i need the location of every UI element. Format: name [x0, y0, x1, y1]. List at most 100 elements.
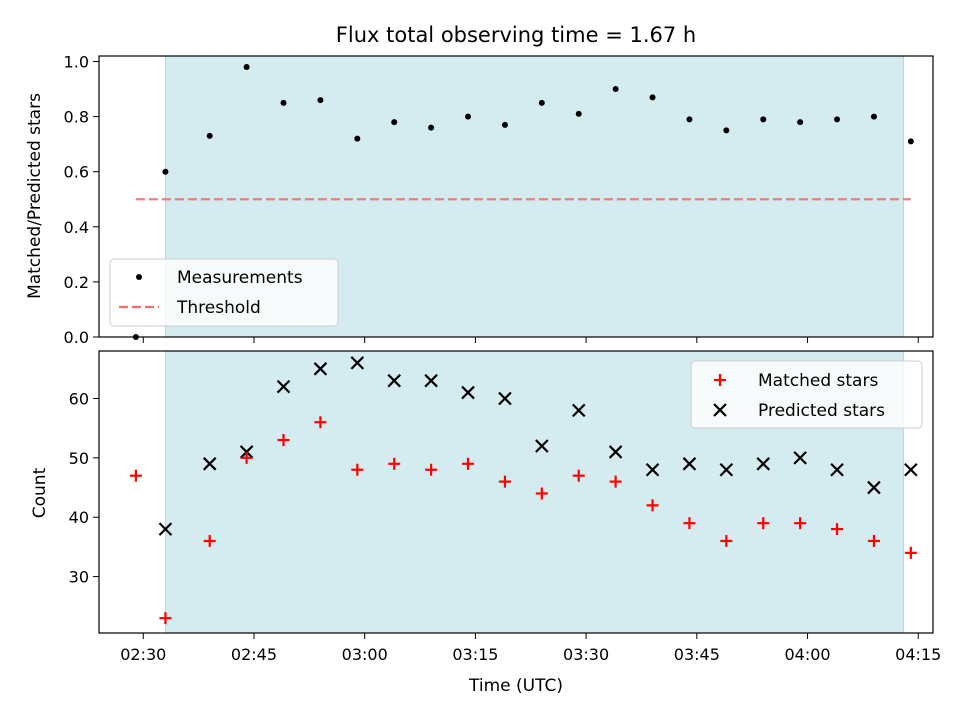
- matched-stars-marker: [831, 523, 844, 536]
- y-tick-label: 0.2: [64, 273, 89, 292]
- cross-stroke-b: [793, 451, 807, 465]
- y-tick-label: 40: [69, 508, 89, 527]
- measurement-point: [907, 138, 914, 145]
- cross-stroke-b: [158, 522, 173, 536]
- legend-measurement-swatch: [136, 274, 142, 280]
- predicted-stars-marker: [313, 362, 328, 376]
- x-tick-label: 04:15: [895, 645, 941, 664]
- measurement-point: [391, 119, 398, 126]
- y-tick-label: 30: [69, 568, 89, 587]
- cross-stroke-b: [830, 462, 844, 477]
- matched-stars-marker: [609, 475, 622, 488]
- cross-stroke-b: [867, 480, 881, 495]
- measurement-point: [834, 116, 841, 123]
- matched-stars-marker: [683, 517, 696, 530]
- cross-stroke-b: [350, 356, 365, 370]
- y-tick-label: 0.4: [64, 218, 89, 237]
- bottom-y-axis-label: Count: [30, 467, 50, 518]
- predicted-stars-marker: [904, 462, 918, 477]
- predicted-stars-marker: [645, 462, 660, 477]
- predicted-stars-marker: [158, 522, 173, 536]
- y-tick-label: 0.0: [64, 328, 89, 347]
- matched-stars-marker: [351, 463, 364, 476]
- x-tick-label: 03:00: [342, 645, 388, 664]
- predicted-stars-marker: [830, 462, 844, 477]
- measurement-point: [870, 113, 877, 120]
- matched-stars-marker: [314, 416, 327, 429]
- matched-stars-marker: [498, 475, 511, 488]
- plot-frame-0: [98, 55, 934, 338]
- cross-stroke-b: [498, 391, 512, 406]
- matched-stars-marker: [720, 534, 733, 547]
- cross-stroke-b: [535, 439, 549, 453]
- predicted-stars-marker: [682, 457, 697, 471]
- cross-stroke-b: [387, 373, 401, 388]
- predicted-stars-marker: [756, 457, 771, 471]
- cross-stroke-b: [571, 403, 586, 418]
- x-tick-label: 04:00: [784, 645, 830, 664]
- matched-stars-marker: [159, 612, 172, 625]
- y-tick-label: 1.0: [64, 53, 89, 72]
- predicted-stars-marker: [867, 480, 881, 495]
- x-tick-label: 02:30: [120, 645, 166, 664]
- plot-frame-1: [98, 350, 934, 634]
- x-tick-label: 03:15: [452, 645, 498, 664]
- matched-stars-marker: [129, 469, 142, 482]
- matched-stars-marker: [462, 457, 475, 470]
- cross-stroke-b: [645, 462, 660, 477]
- y-tick-label: 0.8: [64, 108, 89, 127]
- matched-stars-marker: [757, 517, 770, 530]
- y-tick-label: 60: [69, 389, 89, 408]
- cross-stroke-b: [461, 385, 475, 400]
- measurement-point: [575, 110, 582, 117]
- matched-stars-marker: [425, 463, 438, 476]
- predicted-stars-marker: [424, 373, 438, 388]
- measurement-point: [612, 86, 619, 93]
- matched-stars-marker: [240, 451, 253, 464]
- predicted-stars-marker: [608, 445, 623, 459]
- measurement-point: [243, 64, 250, 71]
- measurement-point: [354, 135, 361, 142]
- matched-stars-marker: [794, 517, 807, 530]
- bottom-legend: Matched stars Predicted stars: [690, 360, 923, 429]
- measurement-point: [206, 132, 213, 139]
- predicted-stars-marker: [276, 379, 291, 394]
- x-tick-label: 02:45: [231, 645, 277, 664]
- x-tick-label: 03:45: [674, 645, 720, 664]
- legend-matched-swatch: [714, 374, 726, 386]
- matched-stars-marker: [535, 487, 548, 500]
- legend-box: [109, 258, 339, 327]
- top-legend: Measurements Threshold: [109, 258, 339, 327]
- cross-stroke-b: [202, 457, 217, 471]
- measurement-point: [649, 94, 656, 101]
- top-y-axis-label: Matched/Predicted stars: [25, 93, 45, 299]
- cross-stroke-b: [719, 462, 734, 477]
- cross-stroke-b: [682, 457, 697, 471]
- predicted-stars-marker: [535, 439, 549, 453]
- cross-stroke-b: [313, 362, 328, 376]
- cross-stroke-b: [424, 373, 438, 388]
- legend-measurements-label: Measurements: [177, 268, 303, 288]
- x-axis-label: Time (UTC): [468, 676, 563, 696]
- legend-matched-label: Matched stars: [758, 371, 878, 391]
- matched-stars-marker: [572, 469, 585, 482]
- measurement-point: [162, 168, 169, 175]
- measurement-point: [280, 99, 287, 106]
- predicted-stars-marker: [719, 462, 734, 477]
- measurement-point: [797, 119, 804, 126]
- legend-threshold-label: Threshold: [176, 298, 261, 318]
- measurement-point: [428, 124, 435, 131]
- predicted-stars-marker: [387, 373, 401, 388]
- legend-predicted-label: Predicted stars: [758, 401, 885, 421]
- legend-box: [690, 360, 923, 429]
- predicted-stars-marker: [793, 451, 807, 465]
- predicted-stars-marker: [571, 403, 586, 418]
- measurement-point: [538, 99, 545, 106]
- cross-stroke-b: [608, 445, 623, 459]
- predicted-stars-marker: [202, 457, 217, 471]
- cross-stroke-b: [756, 457, 771, 471]
- predicted-stars-marker: [461, 385, 475, 400]
- y-tick-label: 0.6: [64, 163, 89, 182]
- cross-stroke-b: [713, 403, 727, 417]
- matched-stars-marker: [277, 434, 290, 447]
